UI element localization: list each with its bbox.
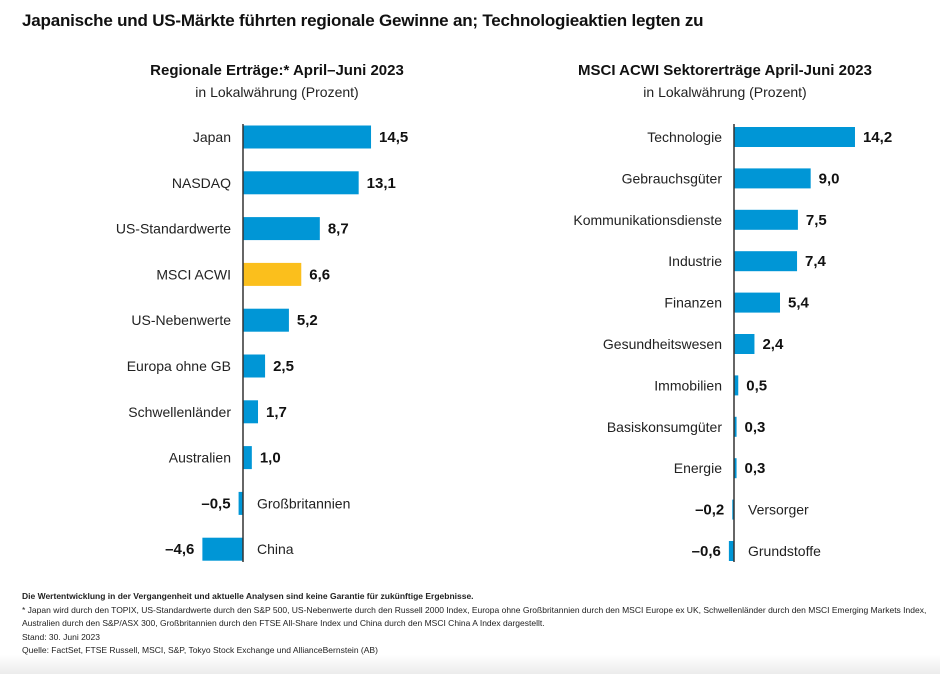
bar	[734, 334, 755, 354]
data-label: 14,2	[863, 129, 892, 146]
data-label: –4,6	[165, 541, 194, 558]
data-label: 2,4	[762, 336, 784, 353]
category-label: Europa ohne GB	[127, 358, 231, 374]
category-label: Japan	[193, 129, 231, 145]
bar	[734, 209, 798, 230]
category-label: Energie	[674, 460, 722, 476]
category-label: Grundstoffe	[748, 543, 821, 559]
data-label: 5,4	[788, 295, 810, 312]
category-label: Versorger	[748, 502, 809, 518]
category-label: Kommunikationsdienste	[573, 212, 722, 228]
bar	[734, 375, 739, 396]
bar	[243, 400, 259, 424]
data-label: –0,6	[692, 543, 721, 560]
disclaimer: Die Wertentwicklung in der Vergangenheit…	[22, 591, 474, 601]
bar	[243, 125, 372, 149]
bottom-band	[0, 655, 940, 674]
category-label: Technologie	[647, 129, 722, 145]
data-label: 0,5	[746, 377, 767, 394]
bar	[243, 446, 252, 470]
category-label: US-Standardwerte	[116, 221, 231, 237]
bar	[734, 168, 811, 189]
bar	[243, 171, 359, 195]
category-label: Australien	[169, 450, 231, 466]
category-label: US-Nebenwerte	[131, 312, 231, 328]
bar	[734, 416, 737, 437]
data-label: 1,0	[260, 450, 281, 467]
category-label: Gesundheitswesen	[603, 336, 722, 352]
category-label: MSCI ACWI	[156, 266, 231, 282]
category-label: Finanzen	[664, 295, 722, 311]
footnotes: Die Wertentwicklung in der Vergangenheit…	[22, 590, 932, 658]
data-label: 6,6	[309, 266, 330, 283]
bar	[734, 127, 855, 147]
chart-subtitle-regional: in Lokalwährung (Prozent)	[195, 84, 359, 100]
bar	[734, 292, 781, 313]
data-label: 2,5	[273, 358, 294, 375]
bar	[734, 458, 737, 479]
bar	[243, 217, 320, 241]
bar	[202, 537, 243, 561]
data-label: 7,4	[805, 253, 827, 270]
data-label: 8,7	[328, 221, 349, 238]
data-label: 5,2	[297, 312, 318, 329]
category-label: Gebrauchsgüter	[622, 170, 723, 186]
category-label: Basiskonsumgüter	[607, 419, 723, 435]
category-label: Großbritannien	[257, 495, 350, 511]
bar	[243, 354, 266, 378]
category-label: NASDAQ	[172, 175, 231, 191]
bar	[734, 251, 798, 272]
data-label: 1,7	[266, 404, 287, 421]
chart-subtitle-sectors: in Lokalwährung (Prozent)	[643, 84, 807, 100]
chart-title-regional: Regionale Erträge:* April–Juni 2023	[150, 62, 404, 79]
bar	[243, 262, 302, 286]
source-note: Quelle: FactSet, FTSE Russell, MSCI, S&P…	[22, 645, 378, 655]
data-label: 13,1	[367, 175, 396, 192]
page-title: Japanische und US-Märkte führten regiona…	[22, 11, 704, 30]
data-label: –0,2	[695, 502, 724, 519]
bar	[732, 499, 734, 520]
data-label: –0,5	[201, 495, 230, 512]
data-label: 7,5	[806, 212, 827, 229]
category-label: China	[257, 541, 294, 557]
footnote: * Japan wird durch den TOPIX, US-Standar…	[22, 604, 927, 629]
category-label: Industrie	[668, 253, 722, 269]
data-label: 14,5	[379, 129, 408, 146]
chart-title-sectors: MSCI ACWI Sektorerträge April-Juni 2023	[578, 62, 872, 79]
data-label: 9,0	[819, 170, 840, 187]
data-label: 0,3	[745, 419, 766, 436]
bar	[243, 308, 289, 332]
category-label: Immobilien	[654, 377, 722, 393]
bar	[238, 491, 243, 515]
category-label: Schwellenländer	[128, 404, 231, 420]
date-note: Stand: 30. Juni 2023	[22, 631, 100, 642]
bar	[728, 541, 734, 561]
data-label: 0,3	[745, 460, 766, 477]
